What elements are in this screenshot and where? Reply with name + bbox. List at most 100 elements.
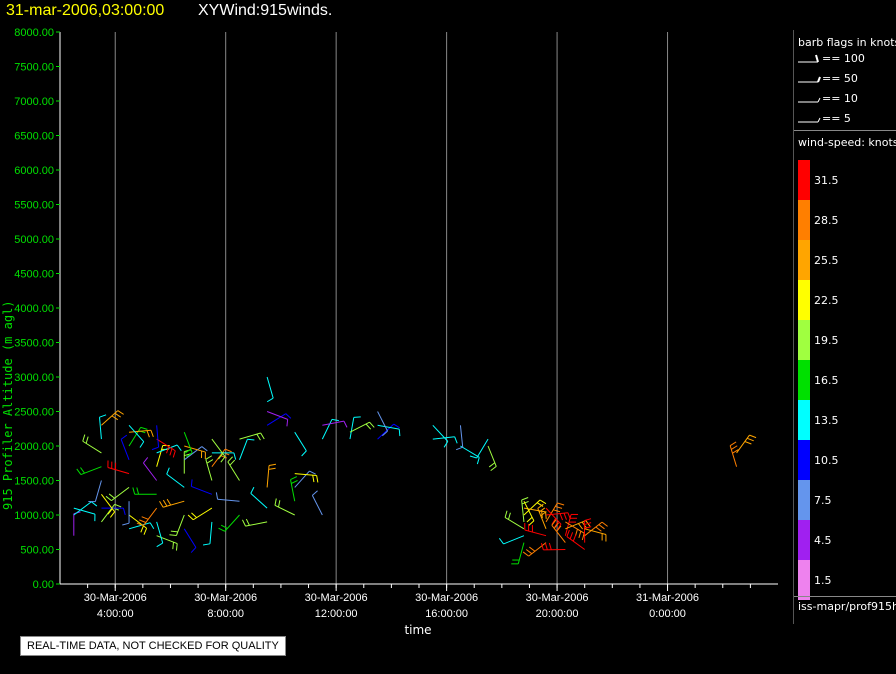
barb-flag [169, 534, 177, 537]
barb-flag [291, 479, 298, 484]
speed-color-swatch [798, 560, 810, 600]
barb-flag [343, 420, 348, 428]
barb-flag [316, 475, 319, 483]
wind-barb [266, 411, 288, 420]
wind-barb [349, 417, 355, 440]
barb-flag [117, 410, 124, 415]
y-tick-label: 8000.00 [14, 27, 54, 39]
wind-barb [183, 446, 203, 461]
x-tick-time: 0:00:00 [649, 608, 686, 620]
barb-flag [398, 429, 401, 437]
barb-flag [146, 430, 150, 438]
speed-color-swatch [798, 280, 810, 320]
y-tick-label: 7500.00 [14, 62, 54, 74]
barb-flag [105, 495, 112, 502]
barb-flag [80, 467, 85, 474]
barb-flag [107, 508, 113, 515]
barb-flag [504, 510, 508, 518]
wind-barb [156, 521, 164, 544]
quality-notice: REAL-TIME DATA, NOT CHECKED FOR QUALITY [20, 636, 286, 656]
barb-flag [187, 514, 194, 521]
barb-flag [109, 511, 116, 518]
barb-flag [476, 457, 480, 465]
barb-flag [202, 543, 211, 546]
y-tick-label: 1000.00 [14, 510, 54, 522]
wind-barb [266, 465, 270, 488]
barb-flag [229, 459, 236, 466]
x-tick-date: 30-Mar-2006 [305, 592, 368, 604]
barb-flag [266, 397, 274, 403]
barb-flag [91, 501, 98, 507]
wind-barb [729, 445, 738, 467]
barb-flag [166, 467, 170, 475]
barb-flag [114, 412, 121, 418]
wind-barb [504, 517, 525, 530]
barb-flag [139, 441, 145, 448]
wind-barb [736, 434, 750, 454]
barb-sample-icon [798, 76, 821, 83]
y-tick-label: 0.00 [33, 579, 54, 591]
barb-flag [250, 486, 255, 494]
wind-barb [377, 423, 395, 440]
y-tick-label: 2500.00 [14, 407, 54, 419]
barb-flag [584, 522, 592, 526]
wind-barb [211, 448, 226, 468]
speed-value-label: 4.5 [814, 534, 832, 547]
barb-sample-icon [798, 117, 821, 123]
barb-flag [559, 513, 564, 521]
barb-flag [201, 446, 208, 452]
barb-flag [224, 448, 232, 453]
speed-value-label: 22.5 [814, 294, 839, 307]
barb-flag [166, 446, 170, 454]
barb-flag [331, 418, 339, 422]
barb-flag [584, 526, 592, 530]
barb-flag [598, 524, 605, 530]
wind-barb [156, 425, 160, 448]
x-axis-label: time [404, 623, 431, 637]
y-tick-label: 3000.00 [14, 372, 54, 384]
barb-flag [566, 529, 570, 537]
barb-flag [555, 505, 563, 509]
barb-flag [540, 543, 544, 551]
barb-flag [490, 465, 497, 472]
barb-flag [581, 533, 585, 541]
barb-flag [578, 523, 584, 530]
barb-flag [353, 416, 361, 418]
barb-flag [553, 522, 559, 529]
wind-barb [432, 424, 449, 442]
wind-barb [128, 522, 151, 530]
speed-legend-title: wind-speed: knots [798, 136, 896, 149]
wind-barb [224, 514, 240, 532]
barb-flag [215, 492, 219, 500]
barb-flag [551, 518, 557, 525]
speed-color-swatch [798, 400, 810, 440]
barb-flag [166, 498, 172, 506]
wind-barbs [73, 376, 757, 565]
barb-flag [143, 457, 149, 464]
wind-barb [73, 507, 96, 515]
wind-barb [156, 445, 164, 467]
barb-flag [498, 538, 504, 545]
wind-barb [476, 438, 489, 459]
barb-flag [731, 445, 738, 450]
barb-sample-icon [798, 54, 819, 63]
x-tick-date: 31-Mar-2006 [636, 592, 699, 604]
barb-flag [278, 500, 281, 508]
barb-flag [548, 542, 552, 550]
barb-flag [309, 470, 316, 475]
wind-barb [311, 495, 323, 516]
wind-barb [183, 528, 197, 548]
barb-flag [469, 455, 477, 459]
speed-value-label: 28.5 [814, 214, 839, 227]
barb-flag [139, 519, 146, 523]
barb-flag [537, 503, 544, 509]
barb-flag [141, 516, 149, 520]
speed-value-label: 31.5 [814, 174, 839, 187]
speed-color-swatch [798, 360, 810, 400]
x-tick-time: 8:00:00 [207, 608, 244, 620]
barb-flag [108, 493, 115, 499]
wind-barb [101, 504, 116, 523]
wind-barb [175, 514, 185, 536]
x-tick-time: 20:00:00 [536, 608, 579, 620]
barb-flag [521, 497, 529, 501]
